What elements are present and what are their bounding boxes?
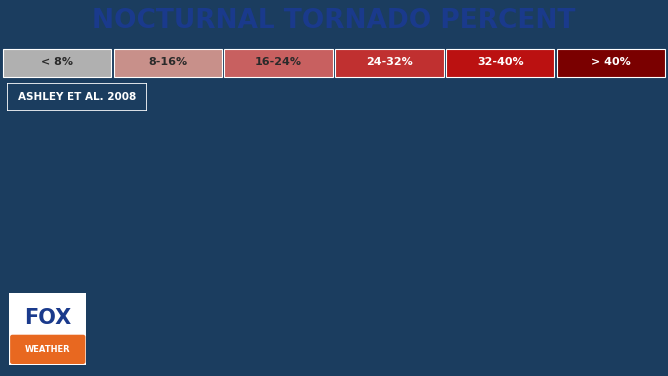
Text: NOCTURNAL TORNADO PERCENT: NOCTURNAL TORNADO PERCENT — [92, 8, 576, 34]
Text: 16-24%: 16-24% — [255, 58, 302, 67]
Bar — [224, 49, 333, 77]
Text: > 40%: > 40% — [591, 58, 631, 67]
Text: FOX: FOX — [24, 308, 71, 327]
Text: WEATHER: WEATHER — [25, 345, 71, 354]
Bar — [446, 49, 554, 77]
Bar — [557, 49, 665, 77]
FancyBboxPatch shape — [10, 335, 86, 364]
Text: ASHLEY ET AL. 2008: ASHLEY ET AL. 2008 — [17, 92, 136, 102]
Bar — [3, 49, 111, 77]
FancyBboxPatch shape — [3, 288, 92, 370]
Text: 24-32%: 24-32% — [366, 58, 413, 67]
Text: < 8%: < 8% — [41, 58, 73, 67]
Bar — [335, 49, 444, 77]
Text: 32-40%: 32-40% — [477, 58, 524, 67]
Bar — [114, 49, 222, 77]
Text: 8-16%: 8-16% — [148, 58, 187, 67]
